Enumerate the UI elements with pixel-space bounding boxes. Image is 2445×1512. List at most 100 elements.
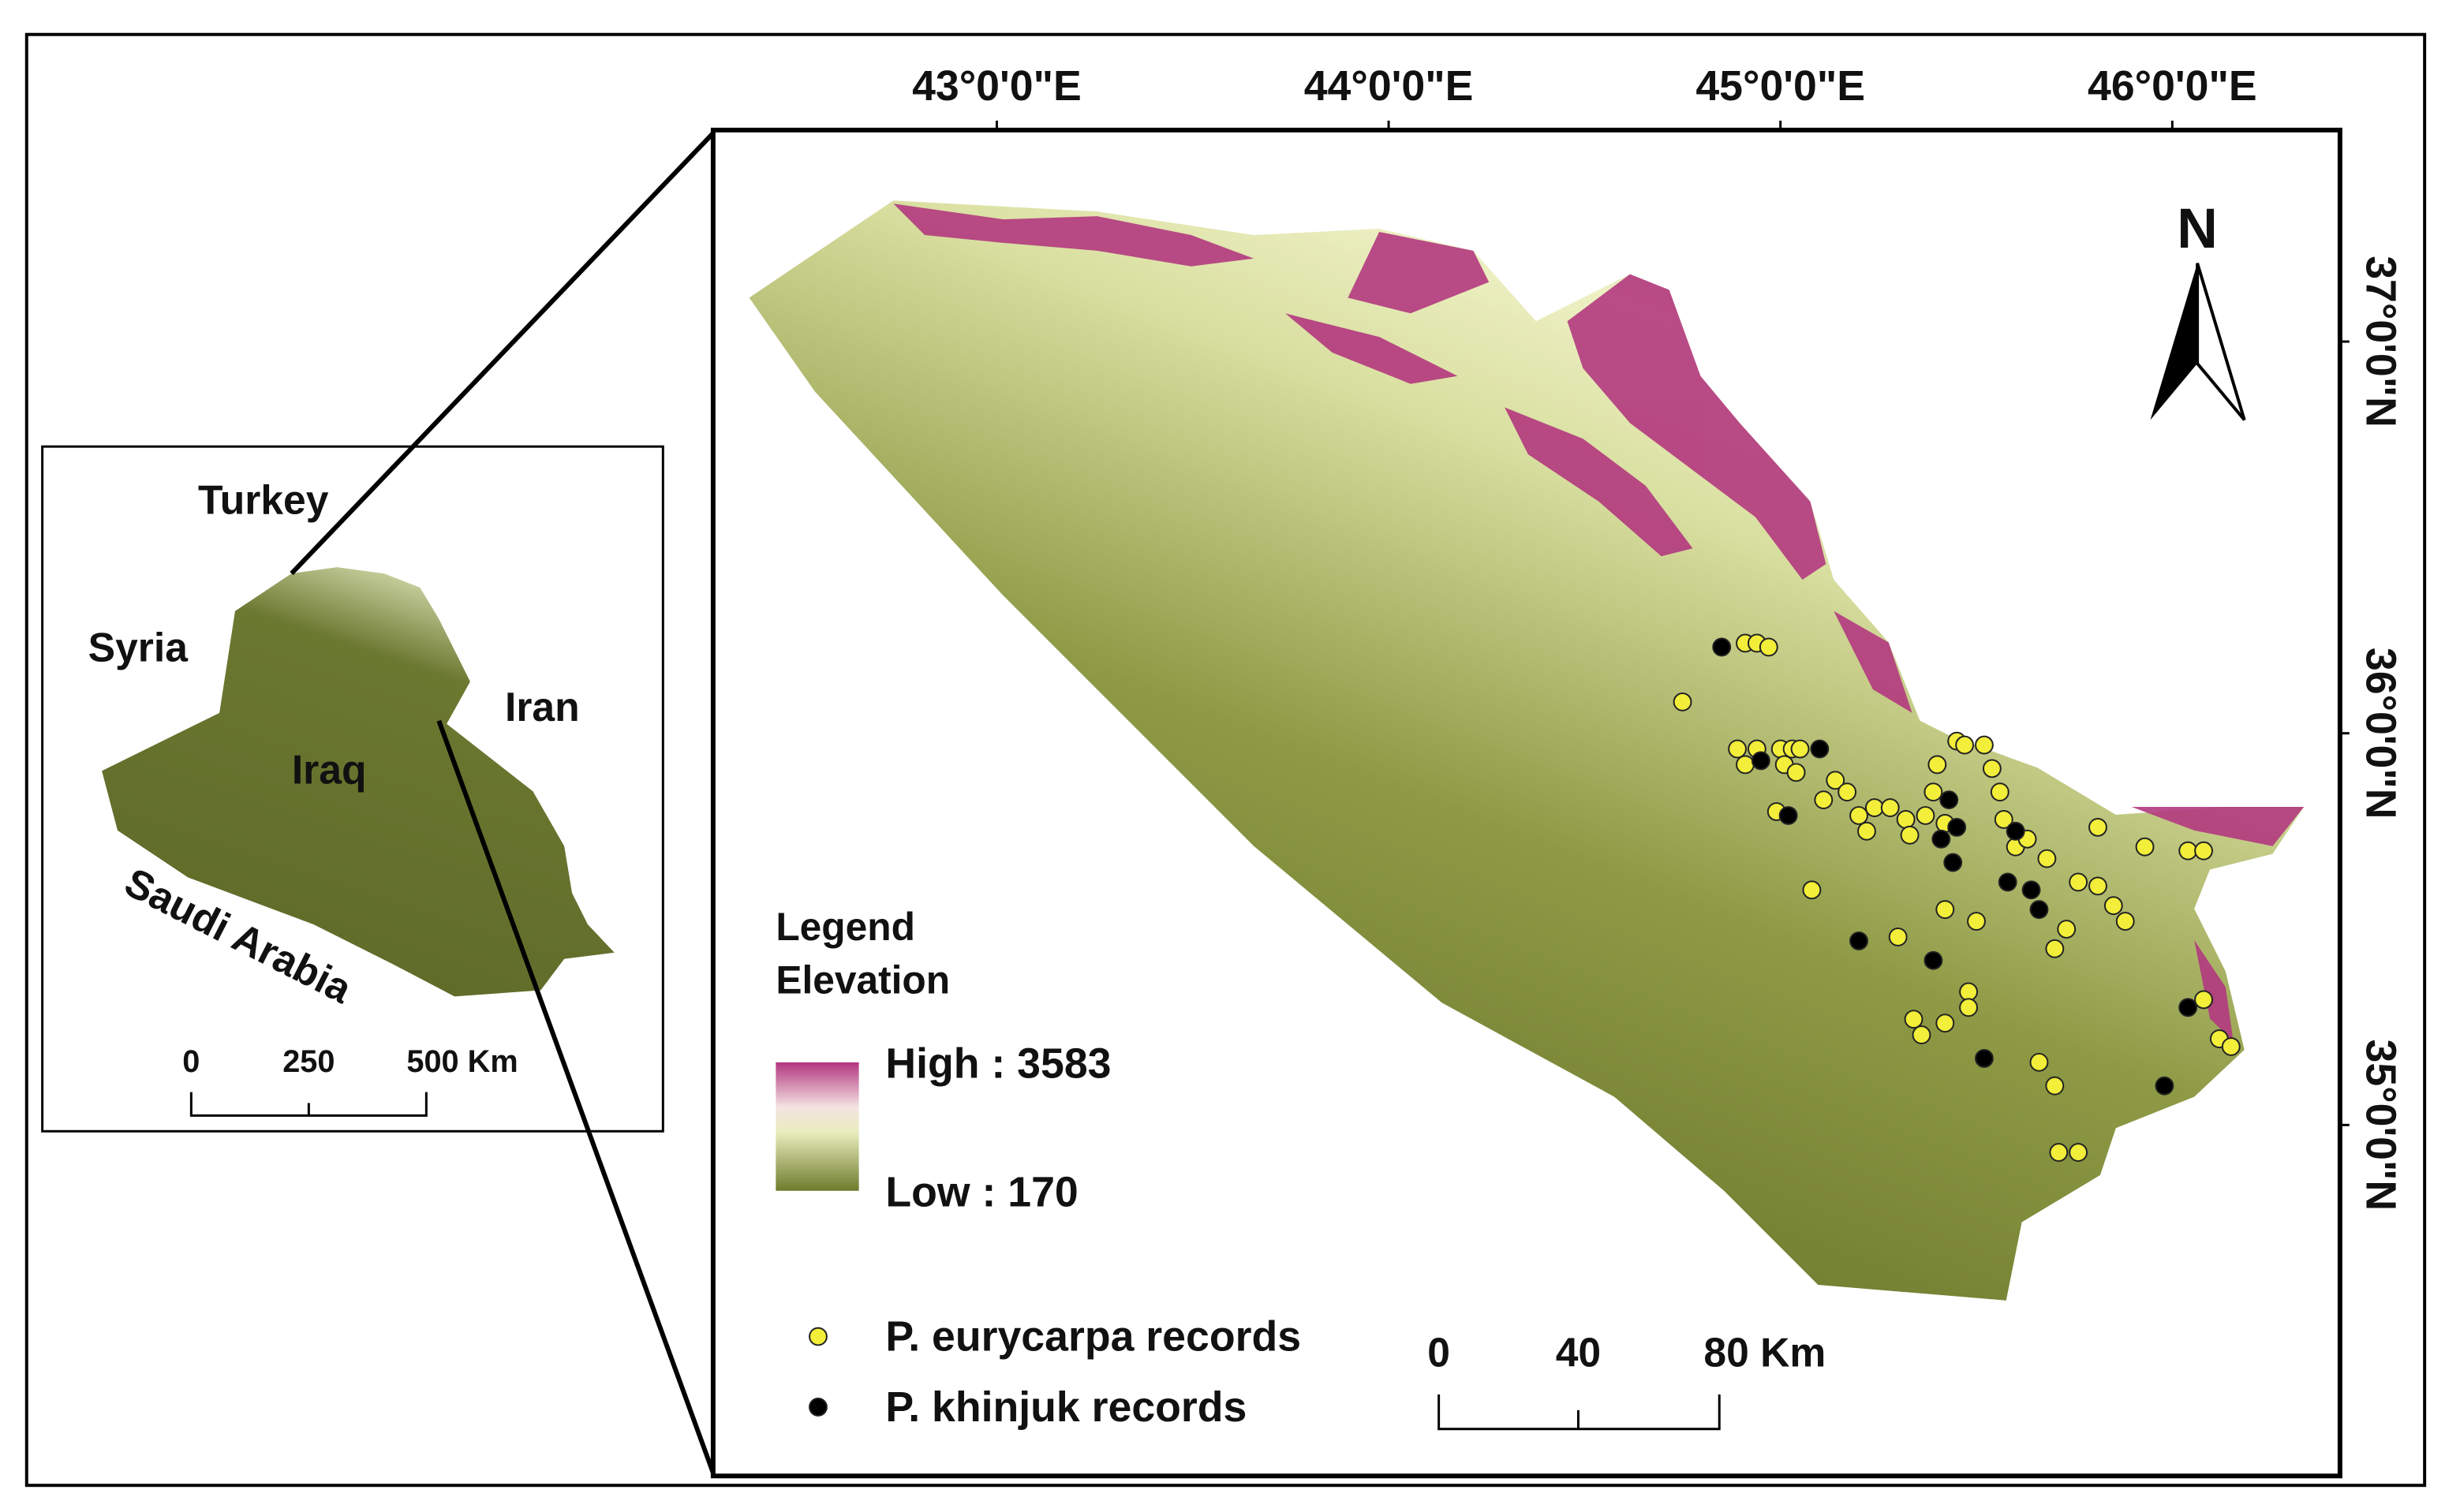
record-point <box>2115 912 2135 931</box>
record-point <box>1837 782 1857 802</box>
iraq-shape <box>102 567 615 997</box>
record-point <box>1810 739 1830 759</box>
scale-label: 250 <box>282 1044 335 1079</box>
record-point <box>1857 821 1876 841</box>
country-label: Iran <box>505 684 580 730</box>
record-point <box>1673 693 1692 711</box>
record-point <box>1923 782 1943 802</box>
lat-label: 36°0'0"N <box>2357 648 2405 819</box>
record-point <box>1712 637 1732 657</box>
country-label: Turkey <box>198 477 329 523</box>
record-point <box>1759 637 1778 657</box>
record-point <box>1975 735 1994 755</box>
record-point <box>1959 998 1979 1017</box>
record-point <box>2178 998 2198 1017</box>
lon-label: 43°0'0"E <box>912 62 1082 110</box>
record-point <box>2069 872 2088 892</box>
record-point <box>1790 739 1810 759</box>
record-point <box>2194 990 2213 1010</box>
record-point <box>1955 735 1975 755</box>
record-point <box>1826 771 1845 790</box>
high-terrain <box>893 203 2305 1043</box>
record-point <box>2057 920 2077 939</box>
legend-marker <box>809 1327 828 1346</box>
scale-bar <box>1437 1394 1721 1431</box>
legend-title: Legend <box>776 905 915 949</box>
legend-label: P. eurycarpa records <box>885 1312 1301 1360</box>
record-point <box>2029 900 2049 920</box>
scale-label: 0 <box>1427 1329 1450 1375</box>
record-point <box>1931 829 1951 849</box>
record-point <box>2194 841 2213 861</box>
record-point <box>1967 912 1986 931</box>
record-point <box>2088 876 2107 896</box>
record-point <box>1975 1048 1994 1068</box>
lat-label: 35°0'0"N <box>2357 1039 2405 1211</box>
record-point <box>2021 880 2041 900</box>
legend-marker <box>809 1397 828 1417</box>
record-point <box>1998 872 2017 892</box>
record-point <box>1900 825 1920 845</box>
north-label: N <box>2177 197 2218 260</box>
record-point <box>2006 821 2025 841</box>
record-point <box>1786 763 1806 782</box>
record-point <box>1904 1010 1923 1029</box>
record-point <box>2045 1076 2065 1096</box>
legend-subtitle: Elevation <box>776 958 950 1002</box>
north-arrow <box>2150 263 2198 420</box>
country-label: Iraq <box>292 746 367 792</box>
record-point <box>1959 982 1979 1002</box>
legend-high: High : 3583 <box>885 1040 1111 1088</box>
lat-label: 37°0'0"N <box>2357 256 2405 427</box>
outer-frame <box>24 32 2427 1488</box>
record-point <box>1888 928 1908 946</box>
lon-label: 46°0'0"E <box>2088 62 2257 110</box>
record-point <box>2069 1143 2088 1163</box>
record-point <box>1927 755 1947 775</box>
record-point <box>2178 841 2198 861</box>
record-point <box>1880 798 1900 817</box>
graticule-labels: 43°0'0"E 44°0'0"E 45°0'0"E 46°0'0"E 37°0'0"N… <box>912 62 2405 1211</box>
record-point <box>1849 931 1868 950</box>
country-label: Syria <box>88 624 189 670</box>
record-point <box>2221 1037 2241 1056</box>
records <box>1673 633 2241 1163</box>
legend-label: P. khinjuk records <box>885 1383 1247 1431</box>
scale-label: 40 <box>1556 1329 1601 1375</box>
record-point <box>2037 849 2057 868</box>
lon-label: 45°0'0"E <box>1695 62 1865 110</box>
scale-label: 0 <box>182 1044 200 1079</box>
record-point <box>2045 939 2065 958</box>
record-point <box>2155 1076 2174 1096</box>
legend-low: Low : 170 <box>885 1169 1078 1216</box>
north-arrow <box>2196 263 2246 421</box>
record-point <box>1939 790 1959 810</box>
scale-label: 500 Km <box>406 1044 518 1079</box>
record-point <box>2103 896 2123 916</box>
record-point <box>1916 806 1935 825</box>
record-point <box>1982 759 2002 778</box>
record-point <box>1923 950 1943 970</box>
record-point <box>1751 751 1770 771</box>
zoom-line <box>290 131 716 576</box>
record-point <box>1728 739 1747 759</box>
record-point <box>1912 1025 1931 1045</box>
record-point <box>1943 853 1963 872</box>
record-point <box>1849 806 1868 825</box>
record-point <box>1814 790 1834 810</box>
record-point <box>1896 810 1916 829</box>
record-point <box>1947 817 1967 837</box>
record-point <box>1736 755 1755 775</box>
zoom-line <box>436 719 716 1474</box>
scale-label: 80 Km <box>1703 1329 1826 1375</box>
scale-bar <box>189 1092 428 1117</box>
record-point <box>2135 837 2155 857</box>
record-point <box>2088 817 2107 837</box>
elevation-ramp <box>776 1062 859 1191</box>
record-point <box>2029 1052 2049 1072</box>
record-point <box>1935 1014 1955 1033</box>
record-point <box>1990 782 2009 802</box>
record-point <box>1802 880 1822 900</box>
